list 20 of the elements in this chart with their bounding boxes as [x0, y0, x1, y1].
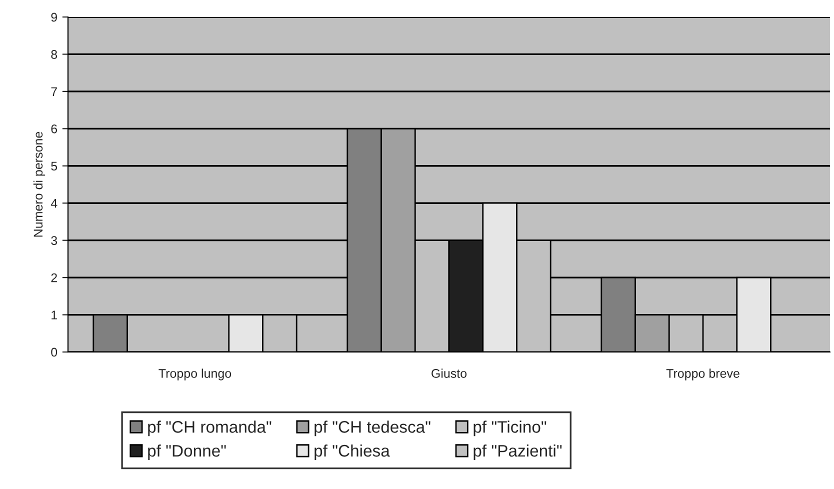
legend-label: pf "CH romanda" — [148, 420, 272, 436]
y-tick-label: 3 — [51, 236, 58, 245]
y-tick-label: 0 — [51, 348, 58, 357]
legend-label: pf "CH tedesca" — [314, 420, 430, 436]
y-tick-label: 8 — [51, 50, 58, 59]
y-tick-label: 1 — [52, 310, 57, 320]
y-tick-label: 6 — [51, 124, 58, 134]
y-tick-label: 4 — [50, 199, 58, 208]
legend-label: pf "Pazienti" — [474, 444, 562, 460]
legend-label: pf "Ticino" — [474, 420, 546, 436]
legend-label: pf "Donne" — [148, 444, 226, 460]
y-tick-label: 7 — [51, 87, 57, 96]
x-tick-label: Troppo breve — [666, 368, 740, 380]
y-tick-label: 9 — [51, 12, 57, 22]
y-tick-label: 2 — [51, 273, 57, 282]
legend-label: pf "Chiesa — [314, 444, 390, 460]
x-tick-label: Troppo lungo — [158, 368, 232, 380]
y-tick-label: 5 — [51, 162, 58, 171]
y-axis-title: Numero di persone — [33, 132, 46, 237]
x-tick-label: Giusto — [432, 368, 467, 378]
